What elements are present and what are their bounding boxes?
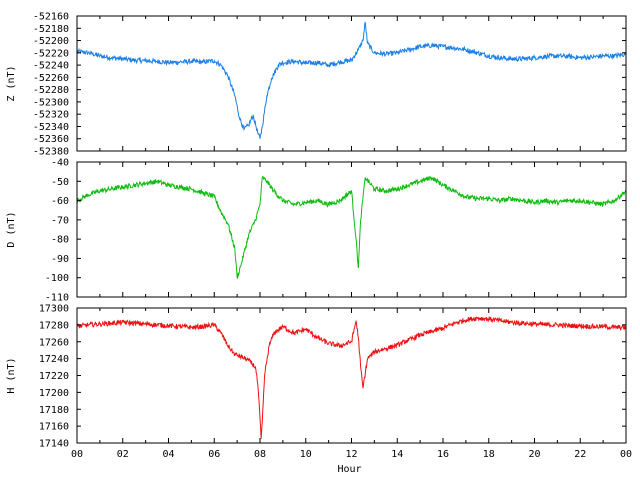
h-y-axis-title: H (nT) <box>6 357 17 393</box>
x-tick-label: 16 <box>437 449 449 460</box>
d-series-line <box>77 175 626 280</box>
x-tick-label: 06 <box>208 449 220 460</box>
h-y-tick-label: 17260 <box>39 337 69 348</box>
z-y-tick-label: -52260 <box>33 73 69 84</box>
x-tick-label: 18 <box>483 449 495 460</box>
h-y-tick-label: 17300 <box>39 304 69 315</box>
z-y-tick-label: -52360 <box>33 134 69 145</box>
d-y-tick-label: -40 <box>51 158 69 169</box>
h-y-tick-label: 17200 <box>39 388 69 399</box>
d-y-tick-label: -60 <box>51 196 69 207</box>
x-tick-label: 08 <box>254 449 266 460</box>
h-y-tick-label: 17280 <box>39 320 69 331</box>
z-y-tick-label: -52160 <box>33 12 69 23</box>
z-y-tick-label: -52380 <box>33 147 69 158</box>
z-plot-frame <box>76 15 627 152</box>
d-y-tick-label: -110 <box>45 293 69 304</box>
x-tick-label: 04 <box>162 449 174 460</box>
d-y-tick-label: -100 <box>45 273 69 284</box>
x-tick-label: 14 <box>391 449 403 460</box>
z-y-axis-title: Z (nT) <box>6 65 17 101</box>
z-y-tick-label: -52300 <box>33 97 69 108</box>
d-panel: -40 -50 -60 -70 -80 -90 -100 -110 D (nT) <box>6 158 627 304</box>
z-y-tick-label: -52240 <box>33 61 69 72</box>
x-tick-label: 02 <box>117 449 129 460</box>
z-series-line <box>77 22 626 139</box>
h-y-tick-label: 17220 <box>39 371 69 382</box>
x-tick-label: 10 <box>300 449 312 460</box>
d-y-tick-label: -70 <box>51 215 69 226</box>
h-y-tick-label: 17160 <box>39 422 69 433</box>
d-y-tick-label: -80 <box>51 235 69 246</box>
x-tick-label: 20 <box>528 449 540 460</box>
h-series-line <box>77 316 626 439</box>
h-y-tick-label: 17180 <box>39 405 69 416</box>
z-y-tick-label: -52280 <box>33 85 69 96</box>
h-y-tick-label: 17140 <box>39 439 69 450</box>
h-y-tick-label: 17240 <box>39 354 69 365</box>
x-axis-title: Hour <box>337 464 361 475</box>
z-y-tick-label: -52340 <box>33 122 69 133</box>
d-y-axis-title: D (nT) <box>6 211 17 247</box>
h-plot-frame <box>76 307 627 444</box>
z-panel: -52160-52180-52200-52220 -52240-52260-522… <box>6 12 627 158</box>
d-y-tick-label: -50 <box>51 177 69 188</box>
d-y-tick-label: -90 <box>51 254 69 265</box>
z-y-tick-label: -52220 <box>33 48 69 59</box>
x-tick-label: 12 <box>345 449 357 460</box>
z-y-tick-label: -52180 <box>33 24 69 35</box>
h-panel: 17300 17280 17260 17240 17220 17200 17180 17160… <box>6 304 632 476</box>
z-y-tick-label: -52320 <box>33 110 69 121</box>
z-y-tick-label: -52200 <box>33 36 69 47</box>
x-tick-label: 00 <box>620 449 632 460</box>
x-tick-label: 00 <box>71 449 83 460</box>
x-tick-label: 22 <box>574 449 586 460</box>
